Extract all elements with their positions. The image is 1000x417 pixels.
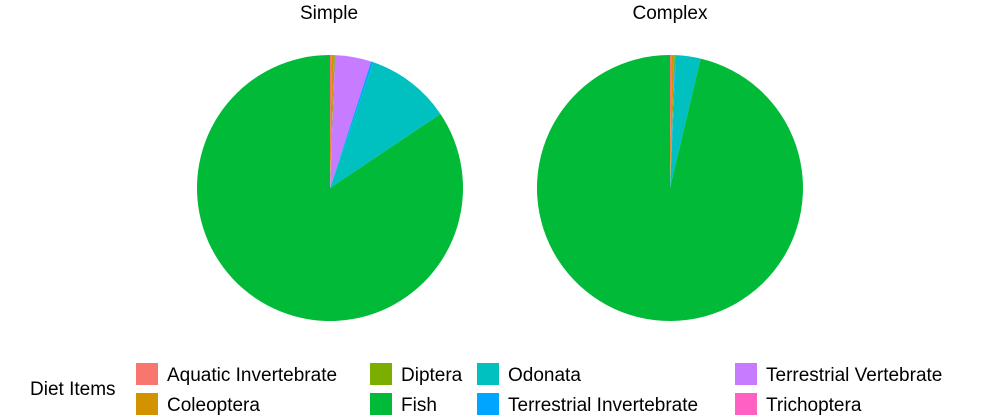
legend-title: Diet Items xyxy=(30,379,116,400)
pie-slice-simple-terrestrial-vertebrate xyxy=(330,55,372,189)
pie-slice-simple-diptera xyxy=(330,55,336,188)
pie-slice-complex-fish xyxy=(536,54,803,322)
legend-key-diptera xyxy=(370,363,392,385)
legend: Aquatic Invertebrate Coleoptera Diptera Fis… xyxy=(136,363,942,416)
legend-label-terrestrial-invertebrate: Terrestrial Invertebrate xyxy=(508,395,698,416)
legend-key-terrestrial-vertebrate xyxy=(735,363,757,385)
pie-slice-simple-fish xyxy=(196,55,463,321)
pie-slice-simple-terrestrial-invertebrate xyxy=(330,61,374,189)
panel-title-simple: Simple xyxy=(300,3,358,24)
legend-key-fish xyxy=(370,393,392,415)
legend-label-coleoptera: Coleoptera xyxy=(167,395,260,416)
legend-key-coleoptera xyxy=(136,393,158,415)
legend-label-terrestrial-vertebrate: Terrestrial Vertebrate xyxy=(766,365,942,386)
legend-label-trichoptera: Trichoptera xyxy=(766,395,862,416)
pie-complex xyxy=(536,54,803,322)
pie-slice-complex-coleoptera xyxy=(670,55,675,189)
panel-title-complex: Complex xyxy=(633,3,708,24)
pie-simple xyxy=(196,54,463,321)
legend-label-diptera: Diptera xyxy=(401,365,463,386)
legend-key-aquatic-invertebrate xyxy=(136,363,158,385)
pie-slice-complex-aquatic-invertebrate xyxy=(670,54,672,188)
legend-key-trichoptera xyxy=(735,393,757,415)
legend-key-terrestrial-invertebrate xyxy=(477,393,499,415)
pie-slice-simple-aquatic-invertebrate xyxy=(330,54,332,188)
pie-slice-complex-odonata xyxy=(670,55,701,188)
legend-key-odonata xyxy=(477,363,499,385)
pie-slice-complex-terrestrial-invertebrate xyxy=(670,55,676,189)
legend-label-odonata: Odonata xyxy=(508,365,581,386)
pie-slice-simple-coleoptera xyxy=(330,55,335,189)
legend-label-fish: Fish xyxy=(401,395,437,416)
pie-slice-simple-odonata xyxy=(330,62,441,189)
legend-label-aquatic-invertebrate: Aquatic Invertebrate xyxy=(167,365,337,386)
pie-slice-complex-diptera xyxy=(670,55,676,188)
